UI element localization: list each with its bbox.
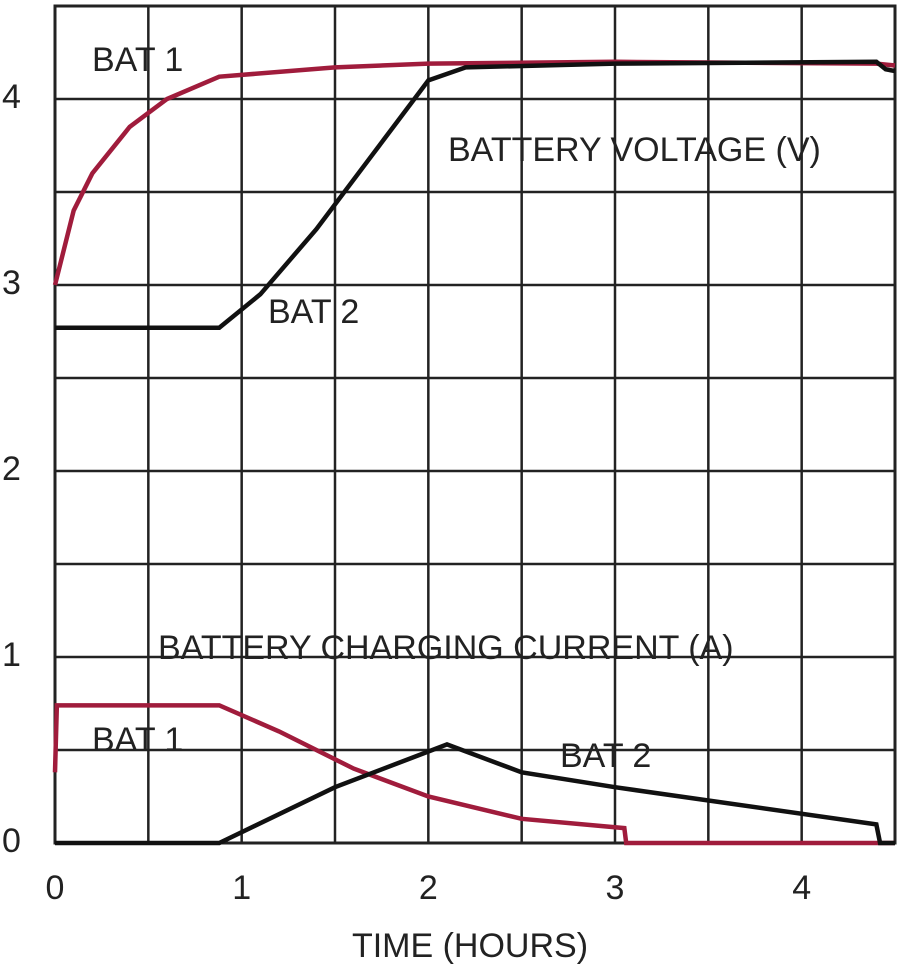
y-tick-label: 1 bbox=[2, 636, 21, 674]
series-line bbox=[55, 742, 895, 846]
x-tick-label: 2 bbox=[419, 869, 438, 907]
annotation: BATTERY CHARGING CURRENT (A) bbox=[158, 629, 734, 667]
series-line bbox=[52, 59, 896, 286]
y-tick-label: 2 bbox=[2, 450, 21, 488]
x-tick-label: 4 bbox=[792, 869, 811, 907]
series-label: BAT 1 bbox=[92, 41, 183, 79]
x-tick-label: 1 bbox=[232, 869, 251, 907]
series-label: BAT 2 bbox=[268, 293, 359, 331]
series-label: BAT 1 bbox=[92, 721, 183, 759]
y-tick-label: 4 bbox=[2, 78, 21, 116]
x-tick-label: 3 bbox=[606, 869, 625, 907]
annotation: BATTERY VOLTAGE (V) bbox=[448, 131, 821, 169]
series-line bbox=[55, 59, 896, 331]
series-label: BAT 2 bbox=[560, 737, 651, 775]
y-tick-label: 0 bbox=[2, 822, 21, 860]
series-line bbox=[52, 703, 895, 846]
x-tick-label: 0 bbox=[46, 869, 65, 907]
x-axis-label: TIME (HOURS) bbox=[352, 927, 588, 965]
y-tick-label: 3 bbox=[2, 264, 21, 302]
